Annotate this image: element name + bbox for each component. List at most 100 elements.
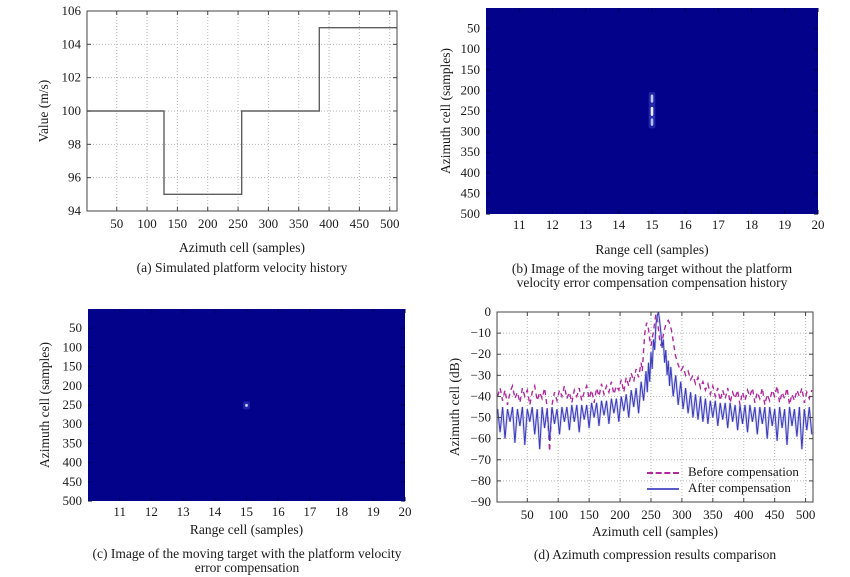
svg-text:500: 500 (380, 216, 400, 231)
caption-b-line1: (b) Image of the moving target without t… (511, 261, 793, 276)
legend-label-before: Before compensation (688, 464, 799, 479)
svg-text:94: 94 (68, 203, 82, 218)
svg-text:18: 18 (335, 504, 348, 519)
svg-text:104: 104 (62, 36, 82, 51)
svg-text:106: 106 (62, 3, 82, 18)
svg-text:19: 19 (778, 217, 791, 232)
svg-text:350: 350 (703, 507, 723, 522)
y-axis-label-a: Value (m/s) (36, 79, 51, 143)
svg-text:−30: −30 (471, 367, 491, 382)
svg-text:450: 450 (350, 216, 370, 231)
svg-text:20: 20 (812, 217, 825, 232)
svg-text:400: 400 (63, 455, 83, 470)
svg-text:11: 11 (113, 504, 126, 519)
legend-item-before: Before compensation (647, 464, 799, 480)
chart-d-svg: 50 100 150 200 250 300 350 400 450 500 0 −10 −20 −30 −… (471, 304, 816, 522)
svg-text:20: 20 (399, 504, 412, 519)
svg-text:16: 16 (272, 504, 286, 519)
chart-a-svg: 50 100 150 200 250 300 350 400 450 500 94 96 98 100 10… (62, 3, 400, 231)
after-compensation-line-sample (647, 488, 679, 491)
svg-text:100: 100 (137, 216, 157, 231)
legend-item-after: After compensation (647, 480, 799, 496)
svg-text:17: 17 (303, 504, 317, 519)
subplot-a: 50 100 150 200 250 300 350 400 450 500 94 96 98 100 10… (0, 0, 425, 289)
svg-text:19: 19 (367, 504, 380, 519)
svg-text:200: 200 (63, 378, 83, 393)
svg-text:−80: −80 (471, 473, 491, 488)
svg-text:100: 100 (461, 41, 481, 56)
svg-text:17: 17 (712, 217, 726, 232)
svg-text:350: 350 (63, 435, 83, 450)
svg-text:11: 11 (513, 217, 526, 232)
svg-text:150: 150 (461, 62, 481, 77)
x-axis-label-d: Azimuth cell (samples) (592, 524, 718, 539)
svg-text:150: 150 (63, 359, 83, 374)
svg-text:13: 13 (579, 217, 592, 232)
y-axis-label-d: Azimuth cell (dB) (447, 357, 462, 457)
svg-text:150: 150 (579, 507, 599, 522)
svg-text:250: 250 (228, 216, 248, 231)
svg-text:400: 400 (319, 216, 339, 231)
svg-text:350: 350 (461, 144, 481, 159)
chart-b-svg: 11 12 13 14 15 16 17 18 19 20 50 100 150 200 250 300 350… (461, 8, 825, 232)
x-axis-label-b: Range cell (samples) (595, 242, 709, 257)
svg-text:300: 300 (672, 507, 692, 522)
chart-c-svg: 11 12 13 14 15 16 17 18 19 20 50 100 150 200 250 300 350… (63, 309, 412, 519)
svg-text:450: 450 (765, 507, 785, 522)
svg-text:300: 300 (461, 124, 481, 139)
svg-text:500: 500 (461, 206, 481, 221)
svg-text:500: 500 (63, 493, 83, 508)
y-axis-label-c: Azimuth cell (samples) (37, 342, 52, 468)
svg-text:50: 50 (69, 320, 82, 335)
caption-c-line1: (c) Image of the moving target with the … (92, 546, 402, 561)
legend-label-after: After compensation (688, 480, 791, 495)
caption-c-line2: error compensation (194, 560, 300, 575)
svg-text:200: 200 (198, 216, 218, 231)
svg-text:14: 14 (208, 504, 222, 519)
svg-text:14: 14 (612, 217, 626, 232)
svg-text:−10: −10 (471, 325, 491, 340)
svg-text:50: 50 (110, 216, 123, 231)
svg-text:16: 16 (679, 217, 693, 232)
subplot-d: 50 100 150 200 250 300 350 400 450 500 0 −10 −20 −30 −… (425, 289, 850, 577)
subplot-c: 11 12 13 14 15 16 17 18 19 20 50 100 150 200 250 300 350… (0, 289, 425, 577)
svg-text:102: 102 (62, 70, 82, 85)
svg-text:250: 250 (63, 397, 83, 412)
svg-text:300: 300 (259, 216, 279, 231)
svg-text:450: 450 (461, 185, 481, 200)
y-axis-label-b: Azimuth cell (samples) (438, 48, 453, 174)
svg-text:13: 13 (177, 504, 190, 519)
svg-text:250: 250 (641, 507, 661, 522)
svg-text:98: 98 (68, 136, 81, 151)
caption-a: (a) Simulated platform velocity history (136, 260, 348, 275)
svg-text:18: 18 (745, 217, 758, 232)
svg-text:−40: −40 (471, 388, 491, 403)
svg-text:400: 400 (461, 165, 481, 180)
svg-text:450: 450 (63, 474, 83, 489)
x-axis-label-c: Range cell (samples) (189, 522, 304, 537)
x-axis-label-a: Azimuth cell (samples) (179, 240, 305, 255)
svg-text:−20: −20 (471, 346, 491, 361)
svg-text:15: 15 (240, 504, 253, 519)
svg-text:400: 400 (734, 507, 754, 522)
svg-text:12: 12 (145, 504, 158, 519)
svg-text:250: 250 (461, 103, 481, 118)
svg-text:150: 150 (168, 216, 188, 231)
svg-text:−60: −60 (471, 431, 491, 446)
subplot-b: 11 12 13 14 15 16 17 18 19 20 50 100 150 200 250 300 350… (425, 0, 850, 290)
svg-text:300: 300 (63, 416, 83, 431)
svg-text:96: 96 (68, 170, 82, 185)
svg-text:100: 100 (62, 103, 82, 118)
svg-text:−90: −90 (471, 494, 491, 509)
svg-text:100: 100 (548, 507, 568, 522)
svg-text:500: 500 (796, 507, 816, 522)
svg-text:200: 200 (461, 82, 481, 97)
svg-text:50: 50 (521, 507, 534, 522)
legend: Before compensation After compensation (647, 464, 799, 496)
svg-text:−50: −50 (471, 410, 491, 425)
svg-text:15: 15 (646, 217, 659, 232)
svg-text:−70: −70 (471, 452, 491, 467)
caption-b-line2: velocity error compensation compensation… (516, 275, 788, 290)
svg-text:200: 200 (610, 507, 630, 522)
